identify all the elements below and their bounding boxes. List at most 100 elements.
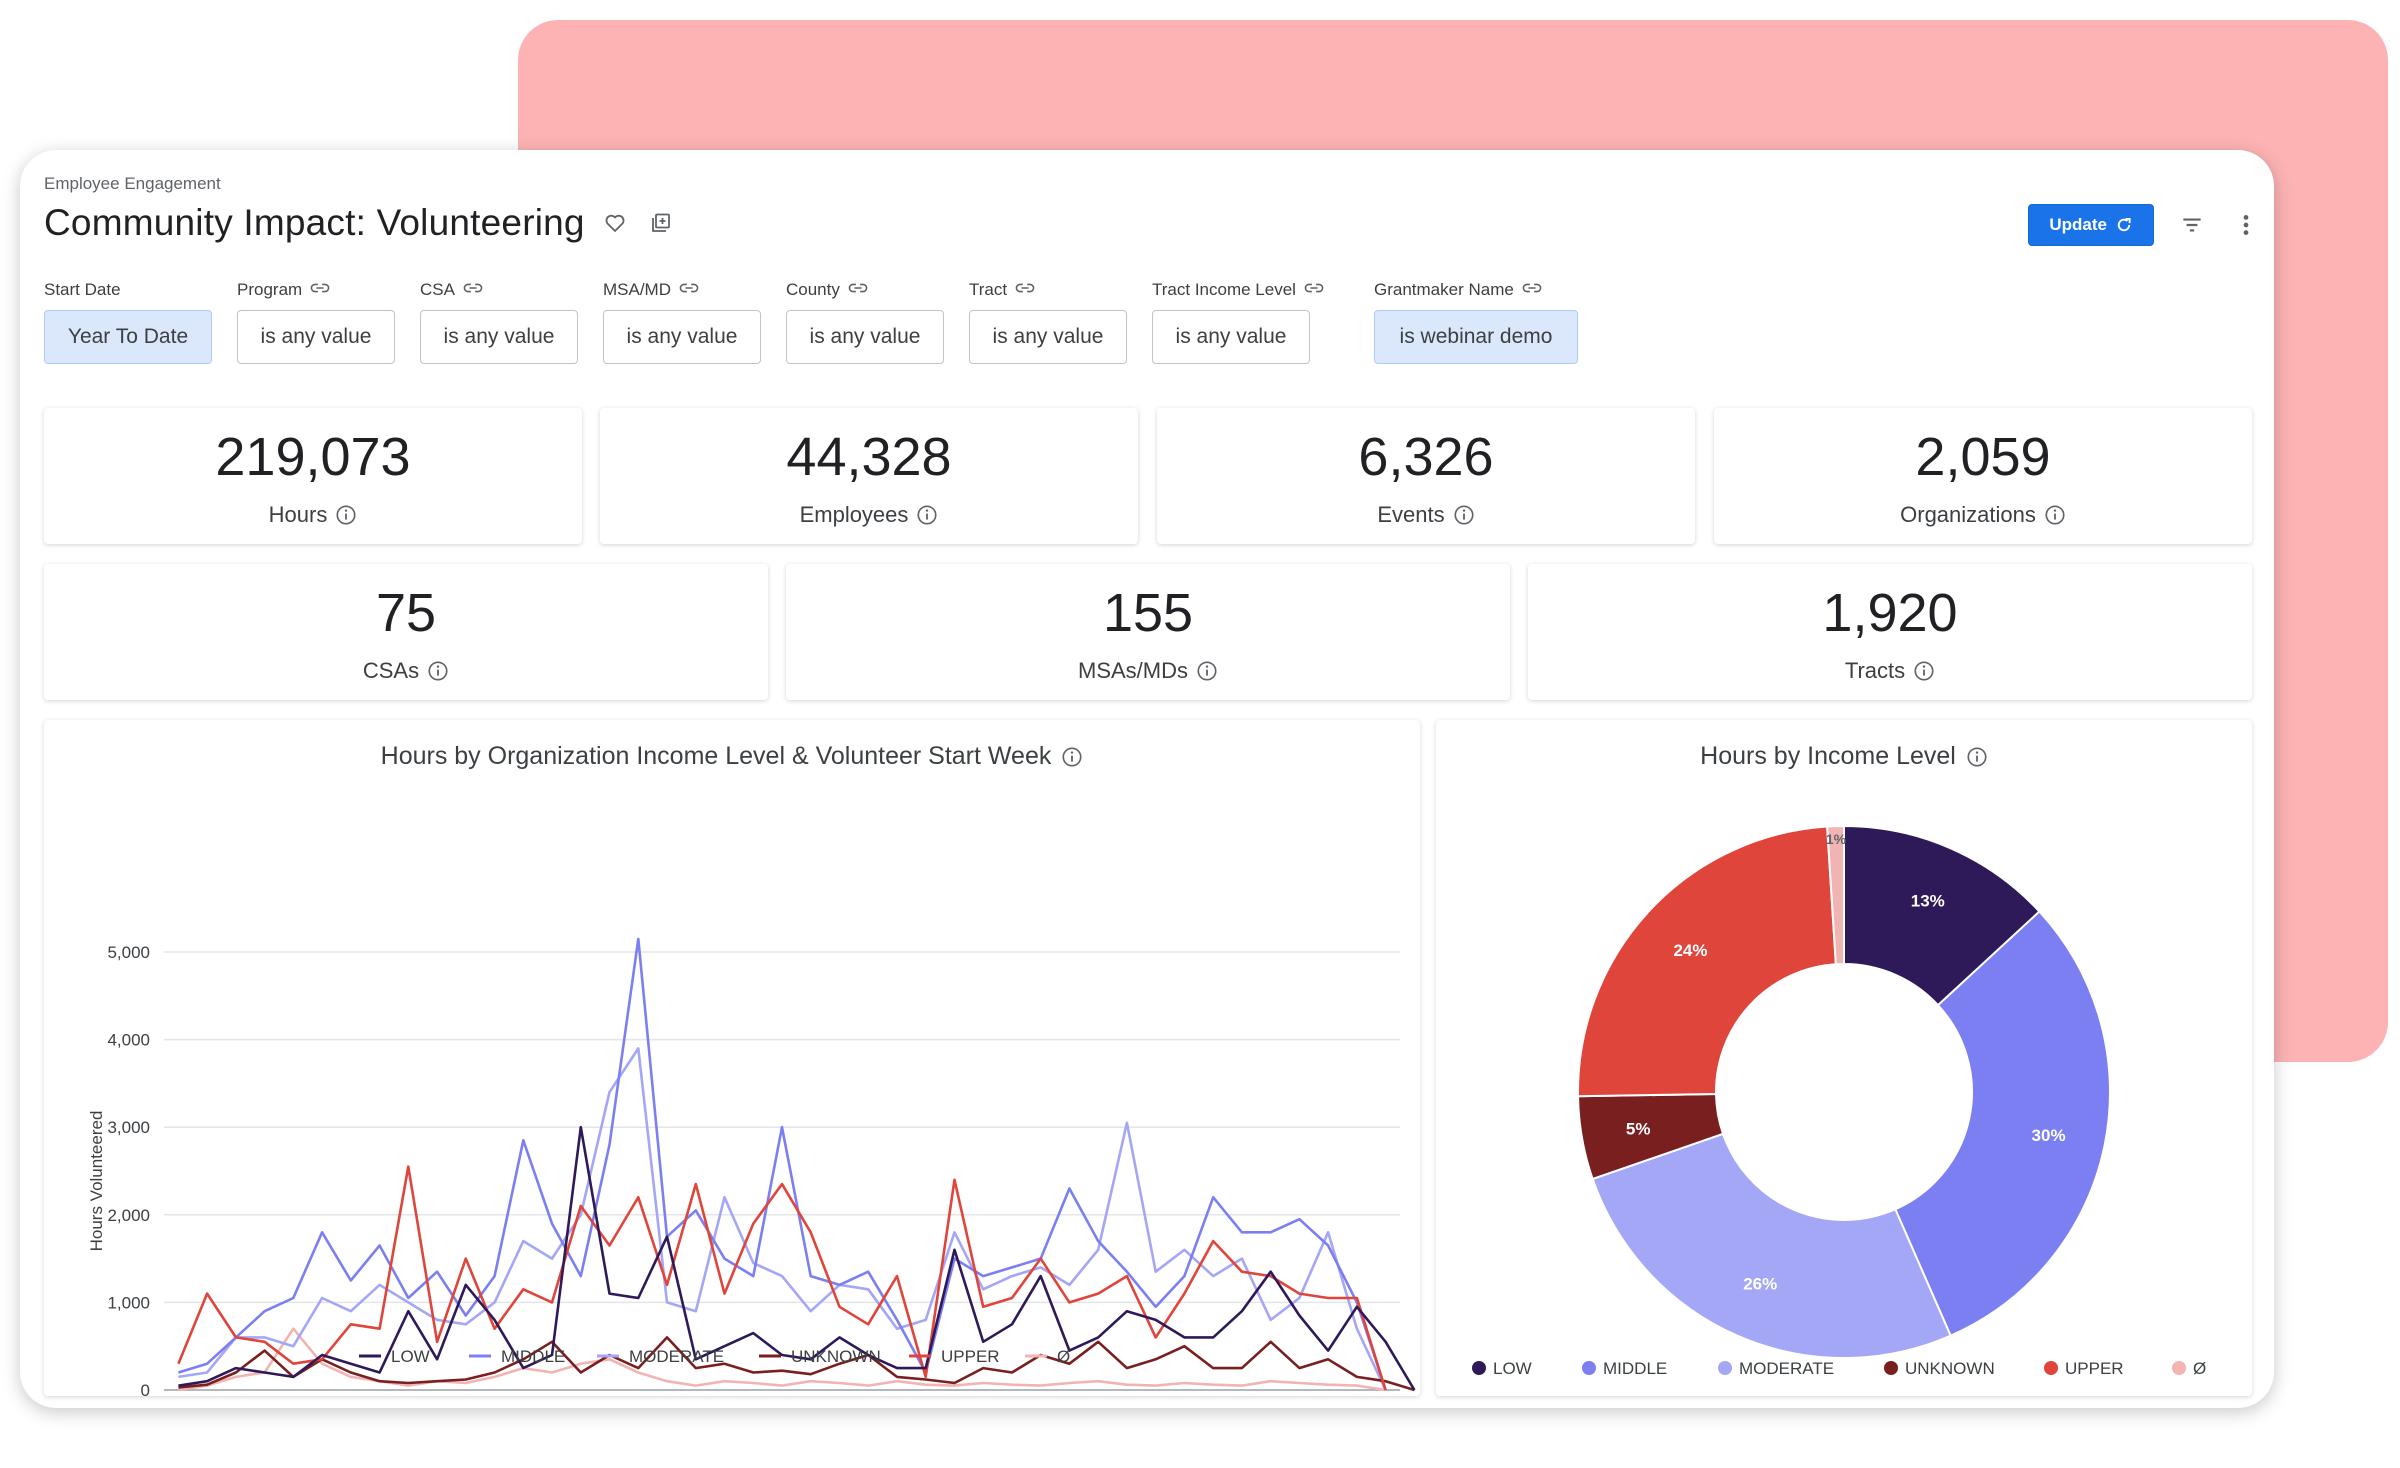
info-icon[interactable]: [1061, 746, 1083, 768]
link-icon[interactable]: [463, 280, 483, 300]
filter-label: CSA: [420, 278, 483, 302]
donut-slice-label: 30%: [2032, 1126, 2066, 1145]
link-icon[interactable]: [1522, 280, 1542, 300]
filter-value-tract-income-level[interactable]: is any value: [1152, 310, 1310, 364]
kpi-label: MSAs/MDs: [1078, 658, 1188, 683]
filter-label-text: Tract: [969, 280, 1008, 299]
kpi-tile-employees[interactable]: 44,328 Employees: [600, 408, 1138, 544]
filter-value-csa[interactable]: is any value: [420, 310, 578, 364]
info-icon[interactable]: [427, 660, 449, 682]
legend-label: UPPER: [941, 1347, 1000, 1366]
kpi-value: 219,073: [215, 427, 411, 487]
filter-label: Start Date: [44, 278, 121, 302]
info-icon[interactable]: [2044, 504, 2066, 526]
filter-label-text: Grantmaker Name: [1374, 280, 1514, 299]
kpi-value: 75: [375, 583, 437, 643]
info-icon[interactable]: [1966, 746, 1988, 768]
legend-item-null[interactable]: Ø: [1025, 1347, 1070, 1366]
legend-item-null[interactable]: Ø: [2172, 1359, 2206, 1378]
filter-label: MSA/MD: [603, 278, 699, 302]
link-icon[interactable]: [1015, 280, 1035, 300]
donut-slice-low[interactable]: [1843, 824, 2041, 1007]
y-tick-label: 3,000: [107, 1118, 150, 1137]
donut-slice-null[interactable]: [1826, 824, 1845, 966]
update-button[interactable]: Update: [2028, 204, 2154, 246]
kpi-tile-csas[interactable]: 75 CSAs: [44, 564, 768, 700]
series-line-unknown[interactable]: [178, 1336, 1415, 1392]
line-chart-title: Hours by Organization Income Level & Vol…: [380, 742, 1052, 770]
legend-item-unknown[interactable]: UNKNOWN: [759, 1347, 881, 1366]
legend-item-middle[interactable]: MIDDLE: [1582, 1359, 1667, 1378]
link-icon[interactable]: [679, 280, 699, 300]
legend-item-low[interactable]: LOW: [1472, 1359, 1532, 1378]
donut-slice-middle[interactable]: [1894, 910, 2111, 1338]
kpi-label-row: Events: [1157, 502, 1695, 528]
legend-item-moderate[interactable]: MODERATE: [597, 1347, 724, 1366]
legend-label: MIDDLE: [501, 1347, 565, 1366]
filter-value-msa-md[interactable]: is any value: [603, 310, 761, 364]
filter-value-program[interactable]: is any value: [237, 310, 395, 364]
update-button-label: Update: [2049, 215, 2107, 234]
filter-icon[interactable]: [2176, 209, 2208, 241]
legend-label: MODERATE: [629, 1347, 724, 1366]
kpi-tile-organizations[interactable]: 2,059 Organizations: [1714, 408, 2252, 544]
info-icon[interactable]: [1453, 504, 1475, 526]
legend-item-upper[interactable]: UPPER: [909, 1347, 1000, 1366]
y-tick-label: 0: [141, 1381, 150, 1396]
series-line-moderate[interactable]: [178, 1047, 1387, 1391]
kpi-label-row: Tracts: [1528, 658, 2252, 684]
info-icon[interactable]: [1196, 660, 1218, 682]
filter-label: Tract Income Level: [1152, 278, 1324, 302]
link-icon[interactable]: [848, 280, 868, 300]
info-icon[interactable]: [335, 504, 357, 526]
copy-icon[interactable]: [645, 207, 677, 239]
legend-item-unknown[interactable]: UNKNOWN: [1884, 1359, 1995, 1378]
more-vert-icon[interactable]: [2230, 209, 2262, 241]
legend-item-low[interactable]: LOW: [359, 1347, 430, 1366]
filter-tract: Tract is any value: [969, 278, 1127, 364]
filter-value-tract[interactable]: is any value: [969, 310, 1127, 364]
dashboard-window: Employee Engagement Community Impact: Vo…: [20, 150, 2274, 1408]
toolbar: Update: [2028, 204, 2262, 246]
legend-label: UPPER: [2065, 1359, 2124, 1378]
kpi-value: 2,059: [1915, 427, 2051, 487]
kpi-label: CSAs: [362, 658, 420, 683]
kpi-tile-tracts[interactable]: 1,920 Tracts: [1528, 564, 2252, 700]
heart-icon[interactable]: [599, 207, 631, 239]
legend-label: Ø: [1057, 1347, 1070, 1366]
filter-label-text: CSA: [420, 280, 455, 299]
legend-item-moderate[interactable]: MODERATE: [1718, 1359, 1834, 1378]
info-icon[interactable]: [1913, 660, 1935, 682]
kpi-value: 155: [1102, 583, 1194, 643]
legend-swatch: [1884, 1361, 1898, 1375]
series-line-middle[interactable]: [178, 937, 1387, 1391]
series-line-upper[interactable]: [177, 1165, 1387, 1391]
info-icon[interactable]: [916, 504, 938, 526]
filter-value-start-date[interactable]: Year To Date: [44, 310, 212, 364]
legend-item-middle[interactable]: MIDDLE: [469, 1347, 565, 1366]
kpi-tile-events[interactable]: 6,326 Events: [1157, 408, 1695, 544]
filter-grantmaker-name: Grantmaker Name is webinar demo: [1374, 278, 1578, 364]
kpi-tile-hours[interactable]: 219,073 Hours: [44, 408, 582, 544]
filter-label-text: County: [786, 280, 840, 299]
donut-slice-label: 26%: [1743, 1274, 1777, 1293]
filter-label-text: Start Date: [44, 280, 121, 299]
donut-slice-upper[interactable]: [1577, 825, 1837, 1098]
legend-item-upper[interactable]: UPPER: [2044, 1359, 2124, 1378]
legend-swatch: [1718, 1361, 1732, 1375]
link-icon[interactable]: [1304, 280, 1324, 300]
series-line-low[interactable]: [178, 1125, 1416, 1391]
filter-csa: CSA is any value: [420, 278, 578, 364]
donut-slice-moderate[interactable]: [1591, 1132, 1952, 1359]
link-icon[interactable]: [310, 280, 330, 300]
filter-value-county[interactable]: is any value: [786, 310, 944, 364]
filter-label-text: Tract Income Level: [1152, 280, 1296, 299]
y-axis-title: Hours Volunteered: [87, 1111, 106, 1252]
y-tick-label: 2,000: [107, 1206, 150, 1225]
filter-tract-income-level: Tract Income Level is any value: [1152, 278, 1324, 364]
filter-value-grantmaker-name[interactable]: is webinar demo: [1374, 310, 1578, 364]
kpi-tile-msas-mds[interactable]: 155 MSAs/MDs: [786, 564, 1510, 700]
donut-chart[interactable]: 13% 30% 26% 5% 24% 1% LOW MIDDLE MODERATE UNKNOWN…: [1436, 720, 2252, 1396]
breadcrumb[interactable]: Employee Engagement: [44, 174, 221, 193]
